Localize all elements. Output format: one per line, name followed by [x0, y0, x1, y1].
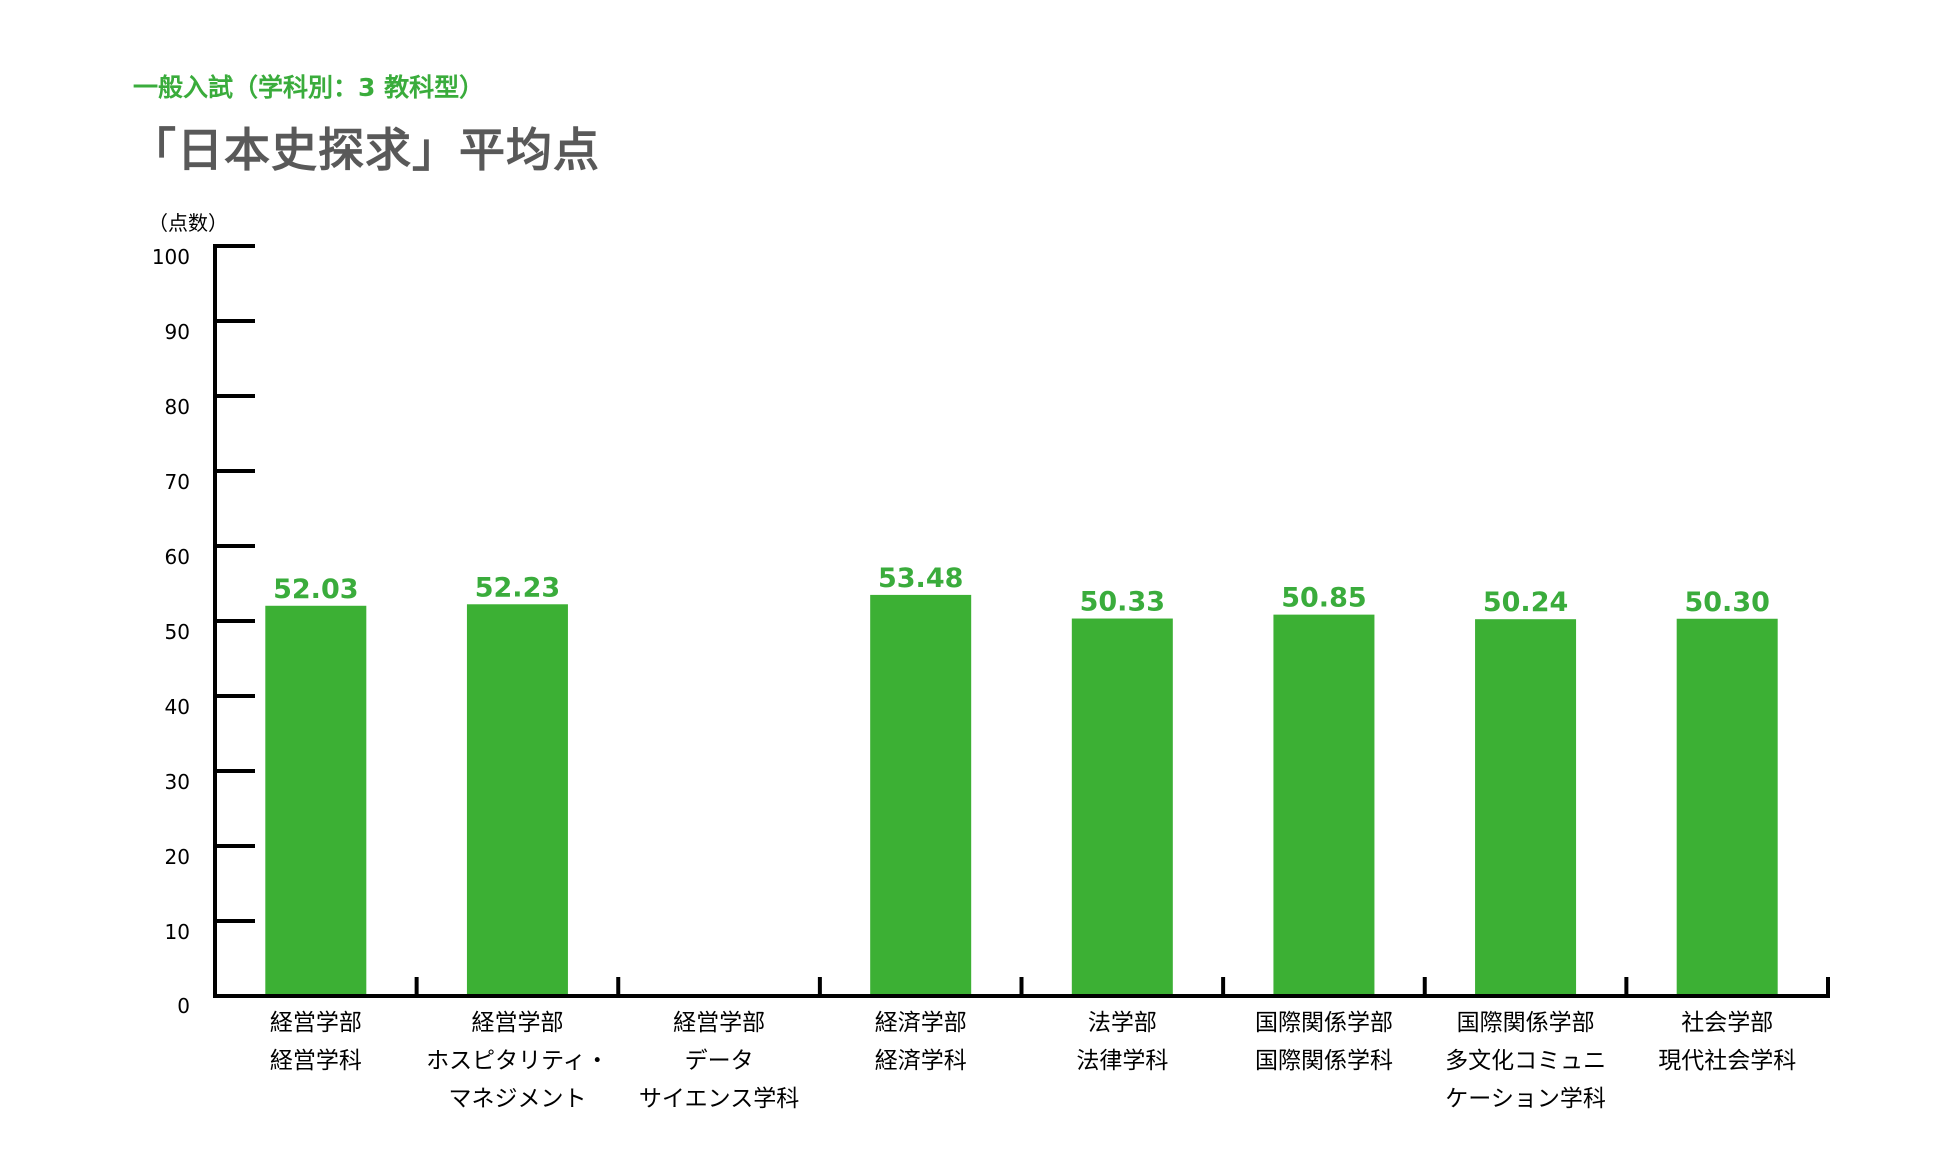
x-category-label: 経済学部 — [875, 1010, 967, 1036]
y-tick-label: 100 — [152, 245, 190, 269]
bar-value-label: 50.85 — [1281, 583, 1366, 614]
x-category-label: 法学部 — [1088, 1010, 1157, 1036]
x-category-label: 経済学科 — [875, 1048, 967, 1074]
x-category-label: 国際関係学部 — [1457, 1010, 1595, 1036]
x-category-label: 法律学科 — [1076, 1048, 1168, 1074]
bar-value-label: 50.30 — [1684, 587, 1769, 618]
x-category-label: ケーション学科 — [1445, 1086, 1606, 1112]
x-category-label: 経営学部 — [270, 1010, 362, 1036]
x-category-label: 経営学部 — [673, 1010, 765, 1036]
chart-title: 「日本史探求」平均点 — [130, 123, 600, 177]
chart-subtitle: 一般入試（学科別：3 教科型） — [133, 73, 485, 102]
x-category-label: データ — [685, 1048, 754, 1074]
y-tick-label: 90 — [165, 320, 190, 344]
y-tick-label: 60 — [165, 545, 190, 569]
x-category-label: 国際関係学科 — [1255, 1048, 1393, 1074]
x-category-label: 国際関係学部 — [1255, 1010, 1393, 1036]
y-tick-label: 0 — [177, 994, 190, 1018]
x-category-label: 多文化コミュニ — [1445, 1048, 1606, 1074]
x-category-label: サイエンス学科 — [639, 1086, 799, 1112]
y-tick-label: 40 — [165, 695, 190, 719]
x-category-label: 経営学部 — [471, 1010, 563, 1036]
bar — [1273, 614, 1375, 994]
y-tick-label: 70 — [165, 470, 190, 494]
x-category-label: 経営学科 — [270, 1048, 362, 1074]
bar — [870, 594, 972, 994]
y-tick-label: 50 — [165, 620, 190, 644]
bar-value-label: 50.33 — [1080, 587, 1165, 618]
bar-value-label: 50.24 — [1483, 587, 1568, 618]
x-category-label: マネジメント — [448, 1086, 586, 1112]
x-category-label: 社会学部 — [1681, 1010, 1773, 1036]
bar — [466, 604, 568, 994]
bar — [1475, 619, 1577, 994]
y-tick-label: 20 — [165, 845, 190, 869]
bar-value-label: 52.23 — [475, 572, 560, 603]
bar-value-label: 52.03 — [273, 574, 358, 605]
bar — [1071, 618, 1173, 994]
bar — [265, 605, 367, 994]
bar-value-label: 53.48 — [878, 563, 963, 594]
bar — [1676, 618, 1778, 994]
y-tick-label: 30 — [165, 770, 190, 794]
y-tick-label: 80 — [165, 395, 190, 419]
x-category-label: ホスピタリティ・ — [426, 1048, 609, 1074]
y-tick-label: 10 — [165, 920, 190, 944]
x-category-label: 現代社会学科 — [1658, 1048, 1796, 1074]
y-axis-label: （点数） — [148, 211, 228, 235]
